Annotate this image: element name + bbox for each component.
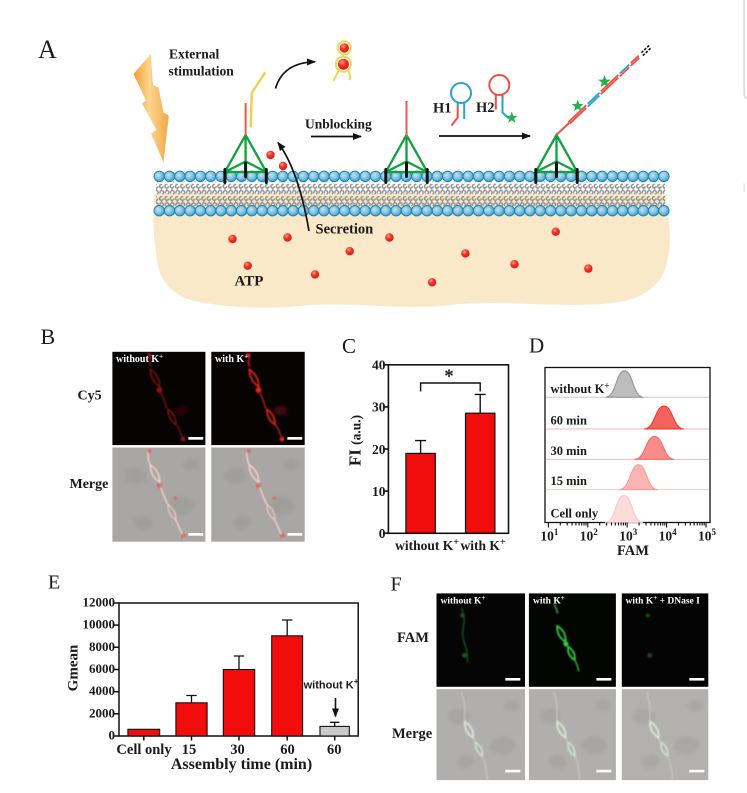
- svg-text:0: 0: [109, 728, 116, 743]
- svg-text:15: 15: [182, 742, 197, 758]
- svg-text:H1: H1: [433, 101, 452, 117]
- svg-text:A: A: [38, 35, 57, 64]
- svg-text:C: C: [342, 334, 356, 358]
- svg-text:without K+: without K+: [441, 594, 486, 607]
- svg-text:H2: H2: [476, 100, 495, 116]
- svg-text:101: 101: [540, 527, 559, 544]
- svg-text:Merge: Merge: [70, 477, 109, 492]
- svg-text:102: 102: [580, 527, 599, 544]
- svg-text:E: E: [48, 572, 60, 594]
- svg-text:103: 103: [619, 527, 638, 544]
- svg-text:10000: 10000: [83, 617, 116, 632]
- svg-text:with K+ + DNase I: with K+ + DNase I: [626, 594, 701, 607]
- svg-text:8000: 8000: [89, 639, 115, 654]
- svg-text:0: 0: [379, 526, 386, 541]
- svg-text:6000: 6000: [89, 661, 115, 676]
- svg-text:ATP: ATP: [235, 274, 264, 290]
- svg-text:External: External: [169, 47, 219, 62]
- svg-text:Merge: Merge: [392, 726, 433, 742]
- svg-text:B: B: [41, 324, 56, 349]
- svg-text:without K+: without K+: [303, 677, 359, 692]
- svg-text:Cell only: Cell only: [551, 507, 599, 521]
- svg-text:Cy5: Cy5: [78, 389, 102, 404]
- svg-text:with K+: with K+: [460, 537, 505, 553]
- svg-text:*: *: [444, 366, 454, 387]
- svg-text:4000: 4000: [89, 683, 115, 698]
- svg-text:without K+: without K+: [116, 353, 163, 366]
- svg-text:Secretion: Secretion: [316, 222, 374, 238]
- svg-text:105: 105: [698, 527, 717, 544]
- svg-text:15 min: 15 min: [551, 474, 588, 488]
- svg-text:without K+: without K+: [551, 380, 610, 396]
- svg-text:Unblocking: Unblocking: [305, 117, 372, 132]
- svg-text:10: 10: [372, 484, 386, 499]
- svg-text:12000: 12000: [83, 595, 116, 610]
- svg-text:with K+: with K+: [215, 353, 248, 366]
- svg-text:104: 104: [659, 527, 678, 544]
- svg-text:20: 20: [372, 442, 386, 457]
- svg-text:FAM: FAM: [617, 543, 649, 559]
- svg-text:without K+: without K+: [395, 537, 459, 553]
- svg-text:D: D: [529, 334, 544, 358]
- svg-text:30: 30: [230, 742, 245, 758]
- svg-text:F: F: [391, 574, 402, 596]
- svg-text:60 min: 60 min: [551, 413, 588, 427]
- svg-text:40: 40: [372, 358, 386, 373]
- svg-text:Cell only: Cell only: [116, 742, 172, 758]
- svg-text:30: 30: [372, 400, 386, 415]
- svg-text:Assembly time (min): Assembly time (min): [171, 756, 312, 773]
- svg-text:FAM: FAM: [397, 630, 429, 646]
- svg-text:60: 60: [280, 742, 295, 758]
- svg-text:with K+: with K+: [533, 594, 565, 607]
- svg-text:stimulation: stimulation: [169, 64, 235, 79]
- svg-text:2000: 2000: [89, 705, 115, 720]
- svg-text:Gmean: Gmean: [66, 644, 82, 691]
- svg-text:30 min: 30 min: [551, 444, 588, 458]
- svg-text:FI (a.u.): FI (a.u.): [346, 415, 365, 466]
- svg-text:60: 60: [327, 742, 342, 758]
